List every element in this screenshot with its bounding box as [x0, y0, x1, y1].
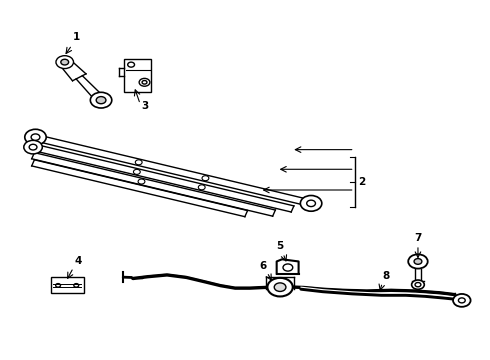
Circle shape: [31, 134, 40, 140]
Text: 8: 8: [383, 271, 390, 280]
Text: 6: 6: [259, 261, 267, 271]
Circle shape: [459, 298, 465, 303]
Circle shape: [56, 56, 74, 68]
Text: 4: 4: [74, 256, 82, 266]
Bar: [50, 277, 84, 293]
Circle shape: [453, 294, 470, 307]
Text: 3: 3: [142, 100, 149, 111]
Circle shape: [29, 144, 37, 150]
Circle shape: [90, 92, 112, 108]
Circle shape: [274, 283, 286, 292]
Circle shape: [300, 195, 322, 211]
Circle shape: [307, 200, 316, 207]
Circle shape: [414, 258, 422, 264]
Text: 5: 5: [276, 241, 284, 251]
Circle shape: [24, 140, 42, 154]
Bar: [124, 59, 151, 93]
Circle shape: [415, 283, 421, 287]
Text: 1: 1: [74, 32, 80, 42]
Text: 2: 2: [359, 177, 366, 187]
Circle shape: [61, 59, 69, 65]
Circle shape: [96, 96, 106, 104]
Circle shape: [25, 129, 46, 145]
Circle shape: [408, 254, 428, 269]
Circle shape: [268, 278, 293, 296]
Circle shape: [412, 280, 424, 289]
Text: 7: 7: [414, 233, 422, 243]
